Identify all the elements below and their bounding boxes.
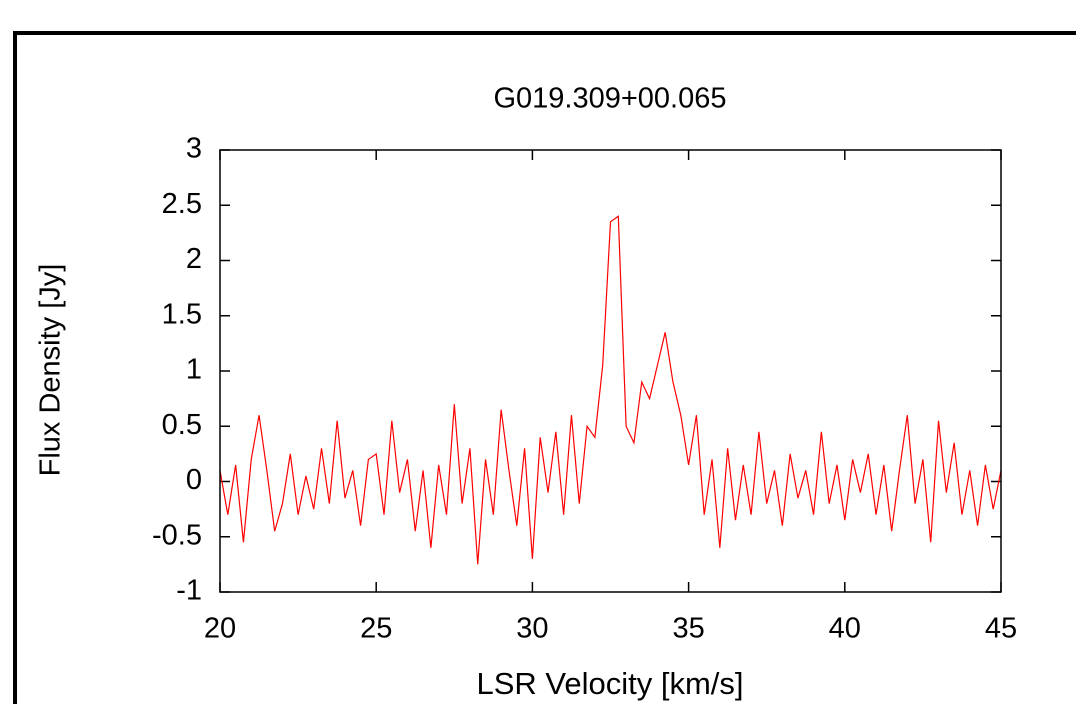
y-tick-label: -1 bbox=[176, 575, 202, 607]
x-tick-label: 35 bbox=[672, 613, 704, 645]
y-tick-label: -0.5 bbox=[152, 519, 202, 551]
x-tick-label: 20 bbox=[204, 613, 236, 645]
y-tick-label: 1 bbox=[186, 354, 202, 386]
y-tick-label: 2 bbox=[186, 243, 202, 275]
y-tick-label: 0.5 bbox=[162, 409, 202, 441]
frame bbox=[13, 31, 1076, 704]
x-tick-label: 25 bbox=[360, 613, 392, 645]
y-tick-label: 3 bbox=[186, 133, 202, 165]
y-tick-label: 0 bbox=[186, 464, 202, 496]
plot-frame bbox=[219, 149, 1002, 593]
x-axis-label: LSR Velocity [km/s] bbox=[476, 666, 743, 701]
line-series bbox=[219, 215, 1002, 565]
chart-title: G019.309+00.065 bbox=[493, 83, 726, 115]
x-tick-label: 30 bbox=[516, 613, 548, 645]
x-tick-label: 40 bbox=[829, 613, 861, 645]
y-tick-label: 1.5 bbox=[162, 298, 202, 330]
y-tick-label: 2.5 bbox=[162, 188, 202, 220]
y-axis-label: Flux Density [Jy] bbox=[35, 264, 67, 477]
x-tick-label: 45 bbox=[985, 613, 1017, 645]
